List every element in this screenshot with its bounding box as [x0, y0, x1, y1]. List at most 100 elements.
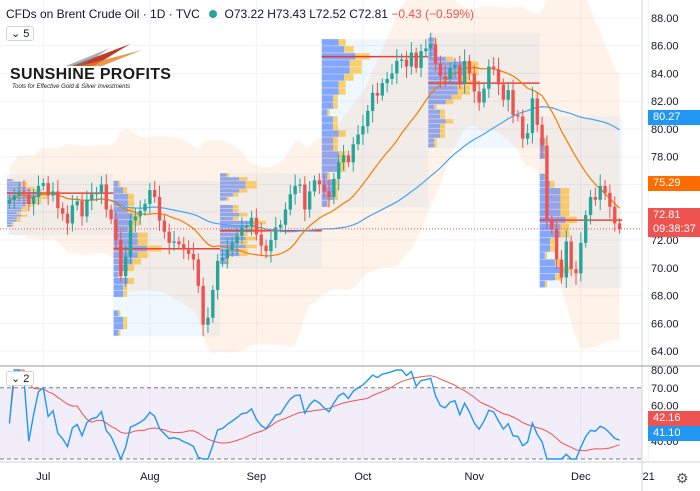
gear-icon[interactable]: ⚙ — [676, 470, 689, 486]
candle-body — [593, 196, 598, 200]
profile-bar — [113, 180, 119, 187]
profile-bar — [327, 172, 330, 179]
price-tick-label: 84.00 — [651, 68, 679, 80]
profile-bar — [338, 81, 346, 88]
profile-bar — [7, 179, 12, 182]
profile-bar — [550, 245, 555, 252]
profile-bar — [327, 109, 330, 116]
candle-body — [356, 134, 360, 145]
candle-body — [249, 217, 254, 227]
profile-bar — [560, 202, 570, 209]
profile-bar — [544, 252, 548, 259]
candle-body — [283, 209, 288, 225]
candle-body — [274, 227, 278, 241]
candle-body — [603, 185, 607, 193]
profile-bar — [220, 177, 240, 181]
profile-bar — [239, 189, 248, 193]
logo-swoosh-icon — [66, 44, 142, 66]
profile-bar — [338, 39, 346, 46]
profile-bar — [321, 67, 350, 74]
profile-bar — [127, 200, 135, 207]
market-status-icon — [209, 10, 218, 18]
candle-body — [535, 98, 539, 125]
candle-body — [225, 249, 230, 259]
candle-body — [133, 216, 138, 221]
profile-bar — [539, 259, 556, 267]
profile-bar — [220, 260, 227, 265]
candle-body — [521, 116, 525, 139]
candle-body — [404, 59, 409, 67]
profile-bar — [7, 209, 22, 212]
time-tick-label: Oct — [354, 471, 371, 483]
candle-body — [162, 220, 167, 232]
candle-body — [254, 217, 259, 235]
candle-body — [51, 191, 55, 196]
profile-bar — [127, 277, 135, 284]
profile-bar — [35, 194, 49, 197]
rsi-toggle-button[interactable]: ⌄ 2 — [6, 371, 35, 386]
profile-bar — [321, 109, 328, 116]
candle-body — [138, 210, 142, 217]
price-tick-label: 66.00 — [651, 318, 679, 330]
candle-body — [148, 190, 152, 204]
candle-body — [506, 90, 510, 100]
candle-body — [491, 66, 496, 70]
chevron-down-icon: ⌄ — [11, 373, 21, 385]
profile-bar — [332, 123, 338, 130]
price-tick-label: 88.00 — [651, 13, 679, 25]
candle-body — [94, 192, 99, 195]
profile-bar — [16, 219, 21, 222]
profile-bar — [439, 128, 446, 134]
candles — [0, 32, 642, 337]
profile-bar — [544, 280, 548, 288]
profile-bar — [550, 180, 555, 188]
candle-body — [424, 48, 428, 52]
profile-bar — [428, 37, 435, 42]
profile-bar — [539, 187, 561, 195]
candle-body — [7, 199, 12, 204]
profile-bar — [428, 104, 435, 110]
profile-bar — [232, 216, 239, 221]
rsi-pane — [0, 369, 642, 461]
profile-bar — [445, 99, 454, 105]
candle-body — [429, 44, 433, 49]
profile-bar — [560, 195, 570, 202]
ohlc-values: O73.22 H73.43 L72.52 C72.81 — [224, 7, 388, 21]
profile-bar — [539, 280, 545, 288]
profile-bar — [245, 185, 257, 189]
candle-body — [288, 194, 292, 210]
candle-body — [467, 60, 472, 74]
profile-bar — [428, 143, 435, 148]
profile-bar — [137, 232, 148, 239]
profile-bar — [7, 184, 22, 187]
profile-bar — [321, 123, 333, 130]
indicators-toggle-button[interactable]: ⌄ 5 — [6, 26, 35, 41]
candle-body — [554, 228, 559, 260]
candle-body — [215, 260, 220, 291]
time-tick-label: Sep — [247, 471, 267, 483]
profile-bar — [428, 85, 458, 90]
ma-slow-badge: 80.27 — [648, 110, 700, 125]
candle-body — [409, 52, 414, 67]
profile-bar — [123, 187, 128, 194]
profile-bar — [127, 193, 135, 200]
candle-body — [22, 191, 26, 195]
candle-body — [201, 285, 205, 325]
profile-bar — [220, 193, 233, 197]
profile-bar — [35, 196, 49, 199]
symbol-title[interactable]: CFDs on Brent Crude Oil · 1D · TVC — [6, 7, 200, 21]
profile-bar — [252, 220, 266, 225]
profile-bar — [11, 222, 14, 225]
candle-body — [361, 126, 365, 135]
candle-body — [157, 196, 162, 221]
profile-bar — [245, 244, 257, 249]
profile-bar — [332, 102, 338, 109]
profile-bar — [113, 213, 133, 220]
candle-body — [60, 208, 65, 214]
ma-fast-badge: 75.29 — [648, 176, 700, 191]
profile-bar — [539, 266, 561, 274]
candle-body — [27, 194, 31, 204]
profile-bar — [113, 239, 138, 246]
countdown-badge: 09:38:37 — [648, 222, 700, 237]
